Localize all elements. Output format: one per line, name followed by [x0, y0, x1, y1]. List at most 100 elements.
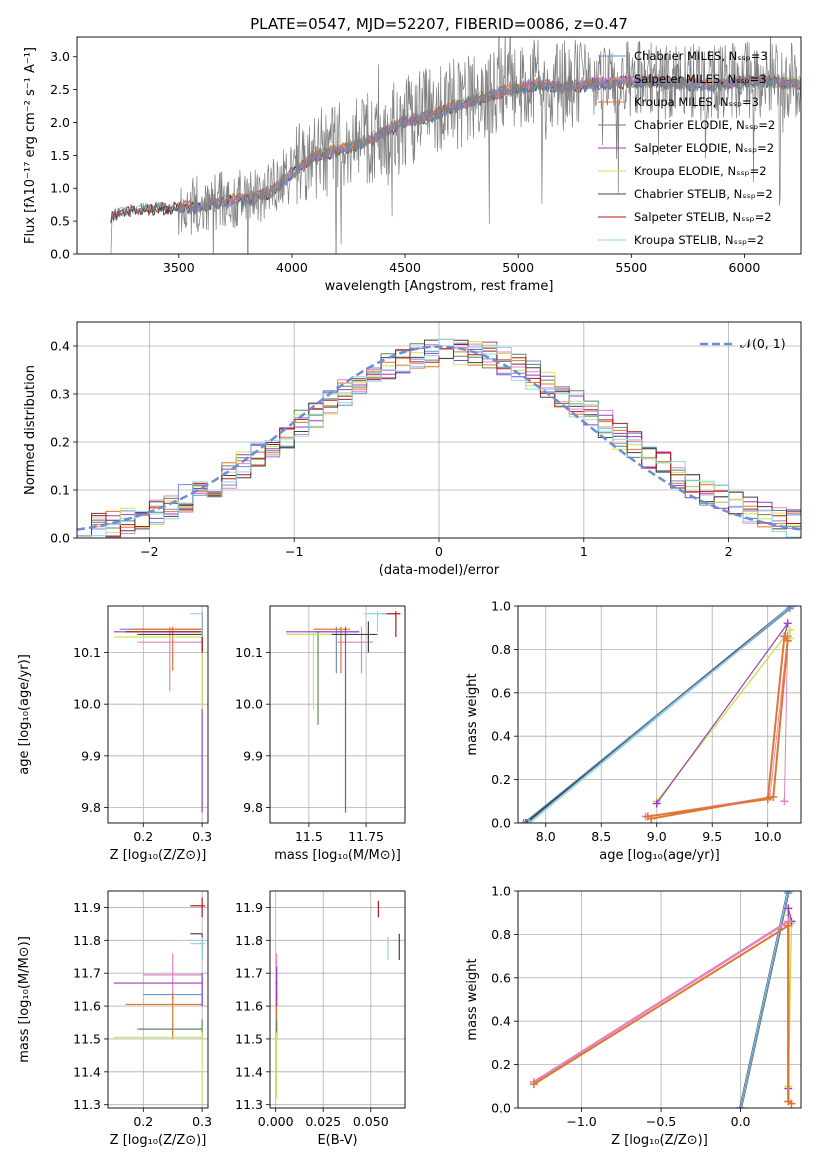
y-tick-label: 11.7 [73, 966, 101, 981]
y-tick-label: 11.9 [235, 900, 263, 915]
y-tick-label: 9.9 [81, 748, 101, 763]
mass-weight-marker [652, 799, 661, 808]
chart-title: PLATE=0547, MJD=52207, FIBERID=0086, z=0… [250, 15, 628, 33]
grid [270, 891, 405, 1108]
normal-curve [77, 345, 801, 531]
x-tick-label: 0.3 [192, 1114, 212, 1129]
x-axis-label: Z [log₁₀(Z/Z⊙)] [611, 1133, 708, 1148]
legend-label: Kroupa STELIB, Nₛₛₚ=2 [634, 233, 764, 247]
x-tick-label: 6000 [729, 260, 761, 275]
y-axis-label: age [log₁₀(age/yr)] [17, 654, 32, 775]
legend-label: 𝒩(0, 1) [740, 336, 786, 351]
x-tick-label: −0.5 [646, 1114, 676, 1129]
grid [108, 891, 208, 1108]
x-tick-label: −2 [140, 544, 158, 559]
plot-area [518, 606, 801, 823]
y-tick-label: 0.4 [491, 729, 511, 744]
mass-weight-line [533, 923, 793, 1105]
axes-frame [269, 890, 406, 1109]
mass-weight-marker [783, 619, 792, 628]
ticks: 0.000 0.025 0.050 11.3 11.4 11.5 11.6 11.7 11.8 1… [235, 900, 389, 1129]
y-tick-label: 10.0 [73, 697, 101, 712]
x-tick-label: 11.75 [348, 829, 384, 844]
mass-weight-marker [736, 1104, 745, 1108]
y-tick-label: 11.3 [73, 1097, 101, 1112]
grid [108, 606, 208, 823]
legend: 𝒩(0, 1) [700, 336, 786, 351]
legend-label: Kroupa ELODIE, Nₛₛₚ=2 [634, 164, 767, 178]
mass-weight-marker [785, 625, 794, 634]
axes-frame [107, 605, 209, 824]
grid [518, 606, 801, 823]
legend-label: Chabrier ELODIE, Nₛₛₚ=2 [634, 118, 775, 132]
axes-frame [76, 36, 802, 255]
mass-weight-line [647, 633, 789, 820]
y-tick-label: 1.5 [50, 148, 70, 163]
x-axis-label: age [log₁₀(age/yr)] [599, 848, 720, 863]
mass-weight-marker [785, 606, 794, 613]
y-tick-label: 11.8 [235, 933, 263, 948]
y-tick-label: 0.6 [491, 970, 511, 985]
x-tick-label: 8.0 [536, 829, 556, 844]
mass-weight-line [740, 893, 789, 1108]
x-tick-label: 0.000 [258, 1114, 294, 1129]
residual-histogram [77, 338, 801, 538]
x-tick-label: 2 [725, 544, 733, 559]
x-tick-label: 0 [435, 544, 443, 559]
y-tick-label: 0.2 [50, 435, 70, 450]
x-tick-label: 10.0 [754, 829, 782, 844]
mass-weight-marker [780, 632, 789, 641]
mass-weight-marker [787, 1099, 796, 1108]
x-axis-label: (data-model)/error [379, 563, 500, 578]
x-tick-label: 3500 [163, 260, 195, 275]
legend-label: Salpeter MILES, Nₛₛₚ=3 [634, 72, 767, 86]
panel-massweight-vs-Z: −1.0 −0.5 0.0 0.0 0.2 0.4 0.6 0.8 1.0 Z [log₁₀(Z/… [465, 884, 802, 1148]
mass-weight-marker [521, 819, 530, 823]
y-tick-label: 9.8 [81, 800, 101, 815]
mass-weight-marker [784, 891, 793, 898]
axes-frame [107, 890, 209, 1109]
mass-weight-marker [763, 795, 772, 804]
y-tick-label: 1.0 [491, 599, 511, 614]
mass-weight-marker [529, 1080, 538, 1089]
x-tick-label: 0.2 [133, 1114, 153, 1129]
y-tick-label: 2.5 [50, 82, 70, 97]
y-tick-label: 0.8 [491, 642, 511, 657]
ticks: −1.0 −0.5 0.0 0.0 0.2 0.4 0.6 0.8 1.0 [491, 884, 750, 1130]
y-tick-label: 9.8 [243, 800, 263, 815]
y-tick-label: 0.8 [491, 927, 511, 942]
plot-area [110, 37, 801, 254]
y-tick-label: 0.4 [50, 339, 70, 354]
y-tick-label: 0.3 [50, 387, 70, 402]
x-axis-label: E(B-V) [317, 1133, 357, 1148]
mass-weight-marker [783, 636, 792, 645]
ticks: −2 −1 0 1 2 0.0 0.1 0.2 0.3 0.4 [50, 339, 732, 560]
mass-weight-line [523, 607, 791, 823]
y-tick-label: 2.0 [50, 115, 70, 130]
mass-weight-marker [519, 819, 528, 823]
x-tick-label: 0.2 [133, 829, 153, 844]
ticks: 11.5 11.75 9.8 9.9 10.0 10.1 [235, 645, 384, 844]
x-tick-label: −1.0 [566, 1114, 596, 1129]
axes-frame [76, 321, 802, 539]
y-tick-label: 10.1 [73, 645, 101, 660]
legend-label: Chabrier MILES, Nₛₛₚ=3 [634, 49, 768, 63]
y-axis-label: Flux [fλ10⁻¹⁷ erg cm⁻² s⁻¹ A⁻¹] [23, 47, 38, 244]
mass-weight-line [645, 636, 789, 817]
y-tick-label: 11.5 [73, 1031, 101, 1046]
panel-age-vs-Z: 0.2 0.3 9.8 9.9 10.0 10.1 Z [log₁₀(Z/Z⊙)] age [… [17, 605, 212, 863]
grid [270, 606, 405, 823]
plot-area [108, 606, 208, 823]
y-tick-label: 11.6 [235, 999, 263, 1014]
ticks: 3500 4000 4500 5000 5500 6000 0.0 0.5 1.0 1.5 2.0 2… [50, 49, 760, 275]
y-tick-label: 0.2 [491, 772, 511, 787]
y-tick-label: 3.0 [50, 49, 70, 64]
y-tick-label: 11.5 [235, 1031, 263, 1046]
grid [518, 891, 801, 1108]
y-tick-label: 1.0 [491, 884, 511, 899]
axes-frame [269, 605, 406, 824]
x-axis-label: wavelength [Angstrom, rest frame] [325, 279, 554, 294]
x-tick-label: 11.5 [295, 829, 323, 844]
panel-massweight-vs-age: 8.0 8.5 9.0 9.5 10.0 0.0 0.2 0.4 0.6 0.8 1.0 age [l… [465, 599, 802, 863]
